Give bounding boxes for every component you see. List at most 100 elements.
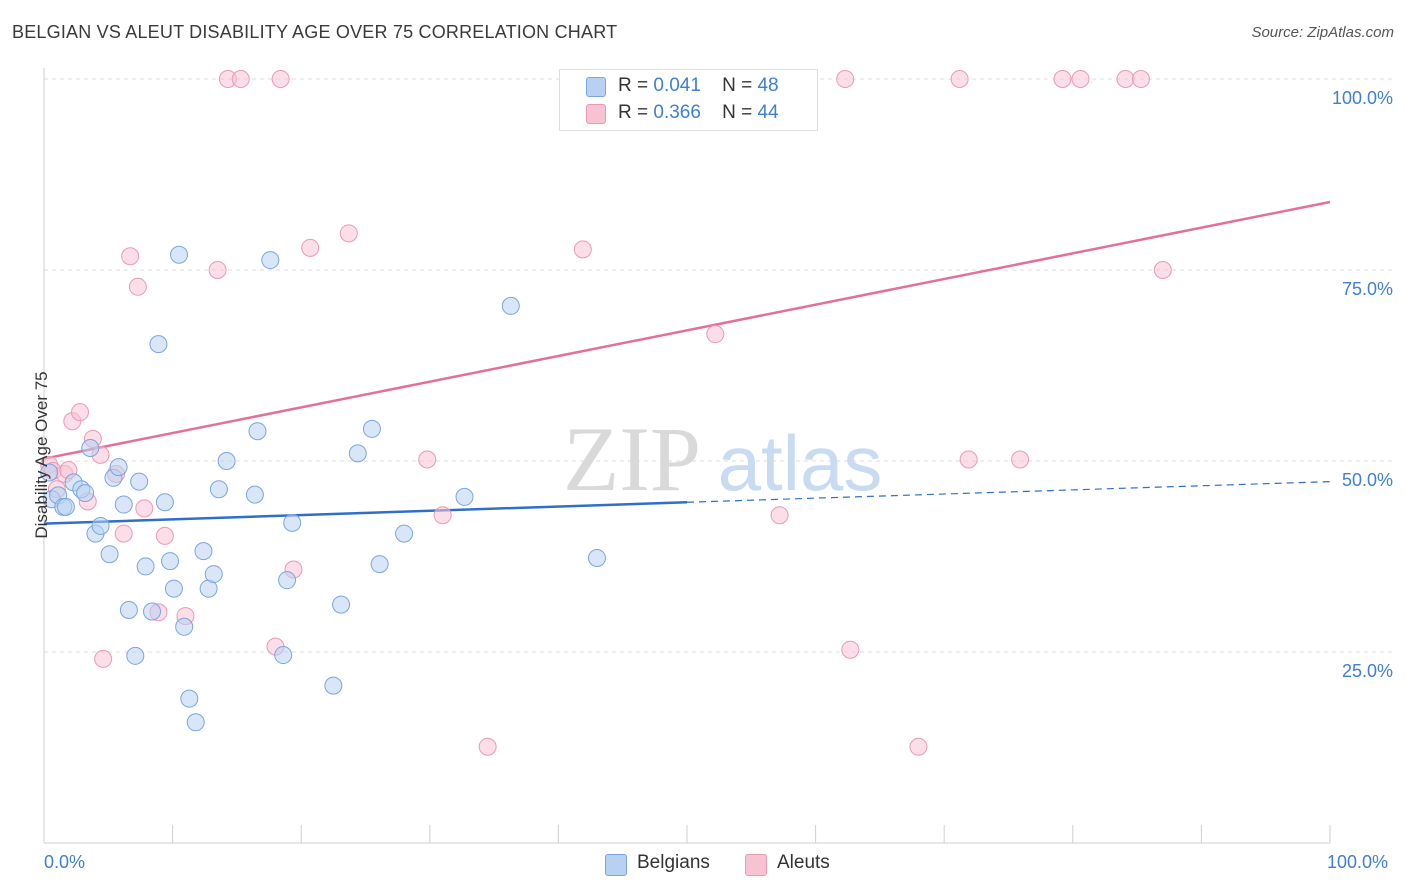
y-tick-labels: 25.0% 50.0% 75.0% 100.0% bbox=[1332, 88, 1393, 681]
y-axis-label: Disability Age Over 75 bbox=[32, 371, 51, 539]
belgian-point bbox=[362, 419, 381, 438]
trend-lines bbox=[43, 200, 1331, 525]
aleut-point bbox=[1131, 70, 1150, 88]
aleut-point bbox=[836, 70, 855, 88]
watermark-zip: ZIP bbox=[563, 408, 701, 510]
belgian-point bbox=[114, 495, 133, 514]
aleut-point bbox=[909, 737, 928, 756]
legend-belgians-n: 48 bbox=[757, 75, 779, 96]
y-tick-label: 100.0% bbox=[1332, 88, 1393, 108]
belgian-point bbox=[81, 439, 100, 458]
belgian-point bbox=[175, 617, 194, 636]
aleut-point bbox=[1053, 70, 1072, 88]
belgian-point bbox=[136, 557, 155, 576]
legend-n-label: N = bbox=[722, 75, 753, 96]
bottom-legend-label-aleuts: Aleuts bbox=[777, 852, 830, 873]
belgian-point bbox=[348, 444, 367, 463]
aleut-point bbox=[573, 240, 592, 259]
aleut-point bbox=[706, 325, 725, 344]
correlation-legend: R = 0.041 N = 48 R = 0.366 N = 44 bbox=[559, 69, 818, 131]
belgian-point bbox=[209, 480, 228, 499]
legend-belgians-r: 0.041 bbox=[653, 75, 701, 96]
aleut-point bbox=[135, 499, 154, 518]
belgian-point bbox=[395, 524, 414, 543]
aleut-points bbox=[40, 70, 1172, 756]
belgian-point bbox=[501, 296, 520, 315]
aleut-point bbox=[1153, 261, 1172, 279]
legend-r-label: R = bbox=[618, 75, 649, 96]
aleut-point bbox=[339, 224, 358, 243]
x-tick-label-right: 100.0% bbox=[1327, 852, 1389, 872]
aleut-point bbox=[959, 450, 978, 469]
source-label: Source: ZipAtlas.com bbox=[1251, 24, 1394, 41]
aleut-point bbox=[271, 70, 290, 88]
aleut-point bbox=[231, 70, 250, 88]
legend-aleuts-r: 0.366 bbox=[653, 102, 701, 123]
belgian-point bbox=[248, 422, 267, 441]
belgian-point bbox=[161, 552, 180, 571]
y-tick-label: 50.0% bbox=[1342, 470, 1393, 490]
belgian-point bbox=[332, 595, 351, 614]
legend-swatch-belgians bbox=[586, 77, 606, 97]
belgian-points bbox=[40, 245, 606, 732]
aleut-point bbox=[433, 506, 452, 525]
belgian-point bbox=[587, 549, 606, 568]
aleut-point bbox=[770, 506, 789, 525]
y-tick-label: 25.0% bbox=[1342, 661, 1393, 681]
belgian-point bbox=[126, 646, 145, 665]
belgian-point bbox=[274, 646, 293, 665]
belgian-point bbox=[91, 516, 110, 535]
aleut-point bbox=[121, 247, 140, 266]
aleut-trend-line bbox=[43, 200, 1331, 460]
belgian-point bbox=[278, 571, 297, 590]
belgian-point bbox=[100, 545, 119, 564]
legend-r-label: R = bbox=[618, 102, 649, 123]
grid bbox=[44, 78, 1392, 653]
watermark: ZIP atlas bbox=[563, 408, 882, 510]
y-tick-label: 75.0% bbox=[1342, 279, 1393, 299]
belgian-trend-line bbox=[43, 501, 688, 525]
watermark-atlas: atlas bbox=[718, 419, 883, 507]
bottom-legend-swatch-belgians bbox=[605, 854, 627, 876]
aleut-point bbox=[841, 640, 860, 659]
belgian-point bbox=[455, 487, 474, 506]
chart-title: BELGIAN VS ALEUT DISABILITY AGE OVER 75 … bbox=[12, 22, 618, 42]
aleut-point bbox=[114, 524, 133, 543]
belgian-point bbox=[180, 689, 199, 708]
belgian-point bbox=[217, 452, 236, 470]
belgian-point bbox=[76, 484, 95, 503]
legend-swatch-aleuts bbox=[586, 104, 606, 124]
axes bbox=[43, 68, 1331, 844]
belgian-point bbox=[56, 497, 75, 516]
belgian-point bbox=[194, 542, 213, 561]
belgian-point bbox=[261, 251, 280, 270]
aleut-point bbox=[71, 403, 90, 422]
belgian-point bbox=[40, 463, 59, 482]
belgian-point bbox=[130, 472, 149, 491]
aleut-point bbox=[301, 238, 320, 257]
aleut-point bbox=[208, 261, 227, 279]
x-tick-label-left: 0.0% bbox=[44, 852, 86, 872]
aleut-point bbox=[418, 450, 437, 469]
legend-n-label: N = bbox=[722, 102, 753, 123]
aleut-point bbox=[1116, 70, 1135, 88]
belgian-point bbox=[143, 602, 162, 621]
belgian-point bbox=[149, 335, 168, 354]
aleut-point bbox=[94, 649, 113, 668]
belgian-point bbox=[109, 458, 128, 477]
aleut-point bbox=[478, 737, 497, 756]
belgian-point bbox=[245, 485, 264, 504]
bottom-legend-swatch-aleuts bbox=[745, 854, 767, 876]
aleut-point bbox=[128, 277, 147, 296]
belgian-point bbox=[204, 565, 223, 584]
belgian-point bbox=[283, 513, 302, 532]
aleut-point bbox=[1071, 70, 1090, 88]
aleut-point bbox=[1011, 450, 1030, 469]
belgian-point bbox=[155, 493, 174, 512]
aleut-point bbox=[155, 526, 174, 545]
belgian-point bbox=[186, 713, 205, 732]
belgian-point bbox=[324, 676, 343, 695]
bottom-legend-label-belgians: Belgians bbox=[637, 852, 710, 873]
belgian-point bbox=[119, 600, 138, 619]
